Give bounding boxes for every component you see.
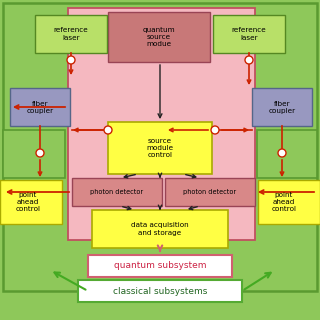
Circle shape xyxy=(67,56,75,64)
Text: reference
laser: reference laser xyxy=(54,28,88,41)
Bar xyxy=(92,210,228,248)
Bar xyxy=(35,15,107,53)
Bar xyxy=(165,178,255,206)
Circle shape xyxy=(211,126,219,134)
Bar xyxy=(0,180,62,224)
Bar xyxy=(68,8,255,240)
Text: fiber
coupler: fiber coupler xyxy=(268,100,296,114)
Bar xyxy=(213,15,285,53)
Text: reference
laser: reference laser xyxy=(232,28,266,41)
Text: quantum
source
modue: quantum source modue xyxy=(143,27,175,47)
Text: fiber
coupler: fiber coupler xyxy=(27,100,53,114)
Bar xyxy=(78,280,242,302)
Circle shape xyxy=(104,126,112,134)
Circle shape xyxy=(245,56,253,64)
Text: point
ahead
control: point ahead control xyxy=(271,192,297,212)
Bar xyxy=(258,180,320,224)
Bar xyxy=(72,178,162,206)
Circle shape xyxy=(278,149,286,157)
Bar xyxy=(257,130,317,178)
Bar xyxy=(10,88,70,126)
Text: point
ahead
control: point ahead control xyxy=(15,192,41,212)
Text: data acquisition
and storage: data acquisition and storage xyxy=(131,222,189,236)
Text: classical subsystems: classical subsystems xyxy=(113,286,207,295)
Bar xyxy=(88,255,232,277)
Bar xyxy=(252,88,312,126)
Text: source
module
control: source module control xyxy=(147,138,173,158)
Text: photon detector: photon detector xyxy=(91,189,144,195)
Bar xyxy=(3,130,65,178)
Circle shape xyxy=(36,149,44,157)
Text: quantum subsystem: quantum subsystem xyxy=(114,261,206,270)
Text: photon detector: photon detector xyxy=(183,189,236,195)
Bar xyxy=(108,122,212,174)
Bar xyxy=(108,12,210,62)
